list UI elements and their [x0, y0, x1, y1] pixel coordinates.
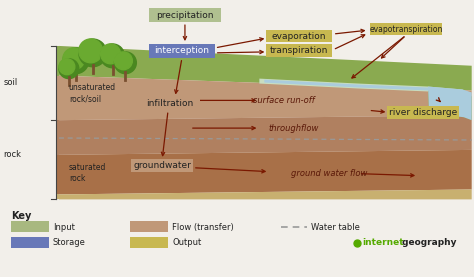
Text: soil: soil [3, 78, 18, 87]
Circle shape [59, 59, 79, 79]
Text: rock: rock [3, 150, 21, 159]
Bar [56, 120, 59, 155]
Bar [131, 159, 193, 172]
Bar [56, 76, 59, 120]
Text: geography: geography [399, 238, 457, 247]
Text: throughflow: throughflow [269, 124, 319, 133]
Text: saturated
rock: saturated rock [69, 163, 106, 183]
Polygon shape [59, 46, 472, 91]
Bar [11, 221, 49, 232]
Bar [56, 46, 59, 76]
Text: Output: Output [172, 238, 201, 247]
Polygon shape [264, 79, 460, 93]
Bar [149, 44, 215, 58]
Text: Water table: Water table [311, 223, 360, 232]
Polygon shape [59, 150, 472, 194]
Circle shape [79, 39, 102, 63]
Text: Input: Input [53, 223, 75, 232]
Text: surface run-off: surface run-off [253, 96, 315, 105]
Polygon shape [59, 189, 472, 199]
Text: Flow (transfer): Flow (transfer) [172, 223, 234, 232]
Polygon shape [259, 79, 463, 93]
Circle shape [79, 39, 107, 67]
Bar [266, 30, 332, 42]
Text: unsaturated
rock/soil: unsaturated rock/soil [69, 83, 116, 104]
Text: internet: internet [363, 238, 404, 247]
Polygon shape [428, 91, 472, 120]
Text: precipitation: precipitation [156, 11, 214, 20]
Circle shape [115, 52, 132, 70]
Circle shape [63, 48, 85, 70]
Circle shape [59, 59, 75, 75]
Bar [266, 44, 332, 57]
Bar [130, 221, 168, 232]
Text: groundwater: groundwater [133, 161, 191, 170]
Bar [11, 237, 49, 248]
Bar [387, 106, 459, 119]
Circle shape [100, 44, 124, 68]
Bar [140, 97, 200, 110]
Text: interception: interception [155, 46, 210, 55]
Polygon shape [59, 115, 472, 155]
Text: ground water flow: ground water flow [291, 169, 367, 178]
Polygon shape [59, 76, 472, 120]
Text: Key: Key [11, 211, 32, 221]
Circle shape [100, 44, 120, 64]
Bar [130, 237, 168, 248]
Text: Storage: Storage [53, 238, 86, 247]
Circle shape [115, 52, 137, 74]
Polygon shape [430, 91, 469, 116]
Text: river discharge: river discharge [389, 108, 457, 117]
Text: transpiration: transpiration [270, 46, 328, 55]
Polygon shape [428, 86, 472, 120]
Bar [56, 194, 59, 199]
Text: infiltration: infiltration [146, 99, 194, 108]
Bar [149, 8, 221, 22]
Circle shape [63, 48, 89, 74]
Text: evapotranspiration: evapotranspiration [370, 25, 443, 34]
Bar [56, 155, 59, 194]
Bar [371, 23, 442, 35]
Text: evaporation: evaporation [272, 32, 326, 40]
